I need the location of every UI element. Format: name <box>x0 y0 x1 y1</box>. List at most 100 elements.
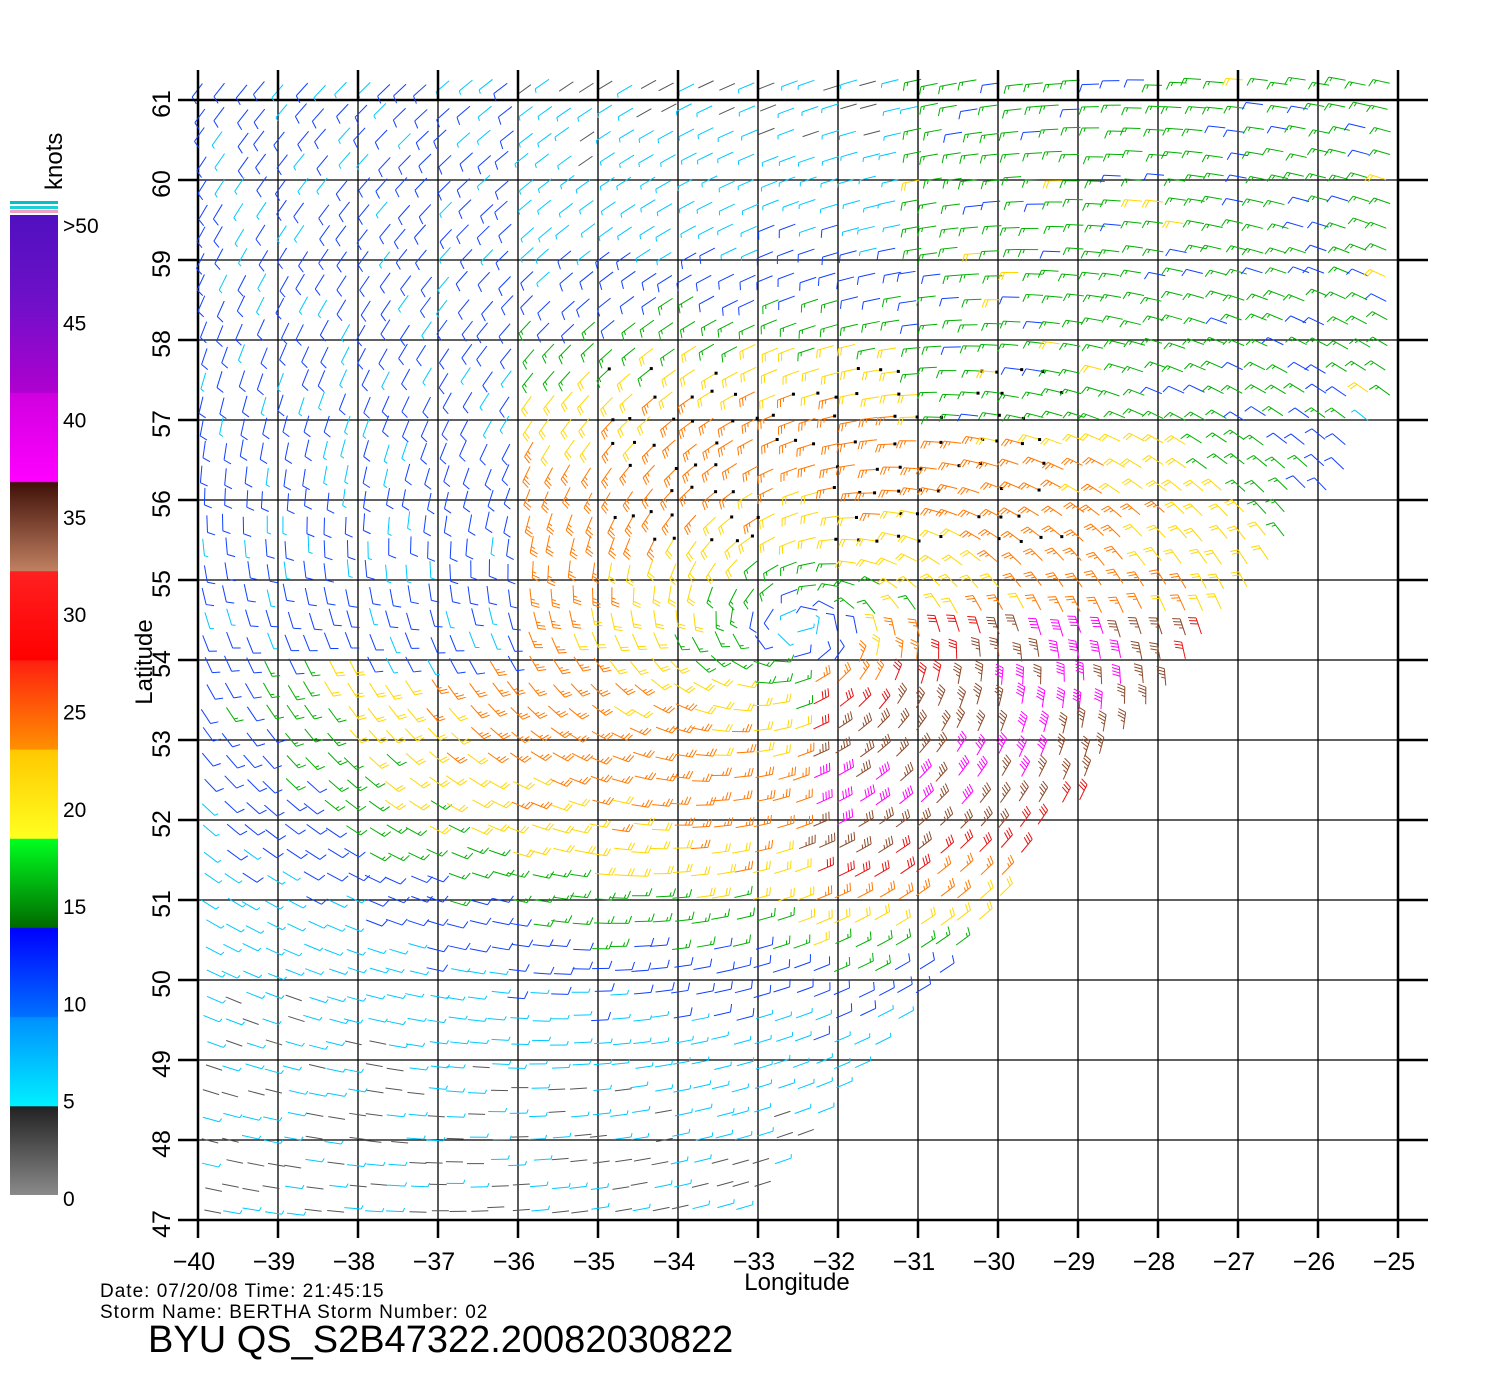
wind-barb <box>262 755 282 770</box>
wind-barb <box>875 787 891 806</box>
wind-barb <box>840 367 860 381</box>
wind-barb <box>652 912 673 923</box>
wind-barb <box>267 1162 285 1167</box>
wind-barb <box>1142 248 1164 257</box>
wind-barb <box>782 370 800 385</box>
wind-barb <box>1062 247 1084 256</box>
wind-barb <box>754 1103 772 1113</box>
wind-barb <box>216 325 224 348</box>
wind-barb <box>531 561 540 582</box>
rain-flag-marker <box>976 391 980 395</box>
wind-barb <box>717 1199 735 1209</box>
wind-barb <box>641 395 657 416</box>
wind-barb <box>778 223 796 239</box>
wind-barb <box>233 203 244 222</box>
wind-barb <box>816 788 833 805</box>
wind-barb <box>762 199 779 211</box>
wind-barb <box>813 982 831 997</box>
wind-barb <box>601 492 611 514</box>
wind-barb <box>801 106 819 116</box>
wind-barb <box>420 276 433 298</box>
wind-barb <box>599 271 614 291</box>
wind-barb <box>634 817 656 826</box>
wind-barb <box>800 298 819 313</box>
wind-barb <box>654 1060 673 1068</box>
wind-barb <box>732 1181 750 1187</box>
wind-barb <box>493 82 508 102</box>
wind-barb <box>1062 547 1082 561</box>
wind-barb <box>327 1161 345 1165</box>
wind-barb <box>476 129 491 145</box>
wind-barb <box>470 1182 490 1188</box>
wind-barb <box>309 996 329 1004</box>
wind-barb <box>206 969 226 978</box>
wind-barb <box>467 753 489 765</box>
wind-barb <box>571 752 594 762</box>
wind-barb <box>957 486 979 495</box>
rain-flag-marker <box>710 389 714 393</box>
wind-barb <box>641 296 657 315</box>
wind-barb <box>816 1053 833 1064</box>
wind-barb <box>757 413 775 431</box>
wind-barb <box>226 1159 244 1164</box>
wind-barb <box>800 511 819 525</box>
wind-barb <box>1348 338 1371 348</box>
wind-barb <box>1081 735 1091 758</box>
wind-barb <box>353 127 366 148</box>
wind-barb <box>917 831 932 850</box>
wind-barb <box>479 392 490 411</box>
wind-barb <box>1220 313 1242 321</box>
wind-barb <box>537 300 551 321</box>
wind-barb <box>253 108 266 130</box>
wind-barb <box>1261 147 1284 156</box>
wind-barb <box>323 466 328 486</box>
wind-barb <box>632 587 641 609</box>
wind-barb <box>815 486 836 499</box>
wind-barb <box>615 1158 633 1163</box>
wind-barb <box>537 199 552 215</box>
wind-barb <box>243 584 256 603</box>
wind-barb <box>517 199 532 215</box>
wind-barb <box>1022 548 1043 562</box>
wind-barb <box>948 638 958 659</box>
wind-barb <box>633 1015 652 1022</box>
wind-barb <box>500 370 512 388</box>
wind-barb <box>492 1135 512 1141</box>
wind-barb <box>386 753 407 767</box>
wind-barb <box>661 513 674 536</box>
wind-barb <box>978 900 993 920</box>
wind-barb <box>794 670 812 684</box>
wind-barb <box>1100 174 1121 183</box>
wind-barb <box>1020 832 1033 853</box>
wind-barb <box>1033 663 1042 685</box>
wind-barb <box>1007 592 1025 609</box>
wind-barb <box>344 415 351 435</box>
wind-barb <box>611 732 633 741</box>
wind-barb <box>876 930 893 947</box>
wind-barb <box>696 887 716 898</box>
wind-barb <box>195 253 205 275</box>
wind-barb <box>743 515 760 535</box>
wind-barb <box>777 272 795 288</box>
wind-barb <box>346 540 356 561</box>
wind-barb <box>394 177 408 198</box>
wind-barb <box>1038 340 1060 350</box>
wind-barb <box>437 180 451 201</box>
wind-barb <box>552 1063 571 1069</box>
wind-barb <box>777 887 795 902</box>
wind-barb <box>997 808 1010 829</box>
wind-barb <box>499 396 510 418</box>
wind-barb <box>728 588 738 611</box>
wind-barb <box>476 322 488 344</box>
wind-barb <box>1325 433 1346 446</box>
wind-barb <box>743 588 755 610</box>
wind-barb <box>1143 128 1164 137</box>
wind-barb <box>277 394 285 417</box>
rain-flag-marker <box>628 463 632 467</box>
wind-barb <box>498 276 511 297</box>
wind-barb <box>498 323 511 344</box>
wind-barb <box>1107 620 1121 638</box>
wind-barb <box>739 391 756 408</box>
wind-barb <box>574 845 597 854</box>
wind-barb <box>813 713 830 730</box>
